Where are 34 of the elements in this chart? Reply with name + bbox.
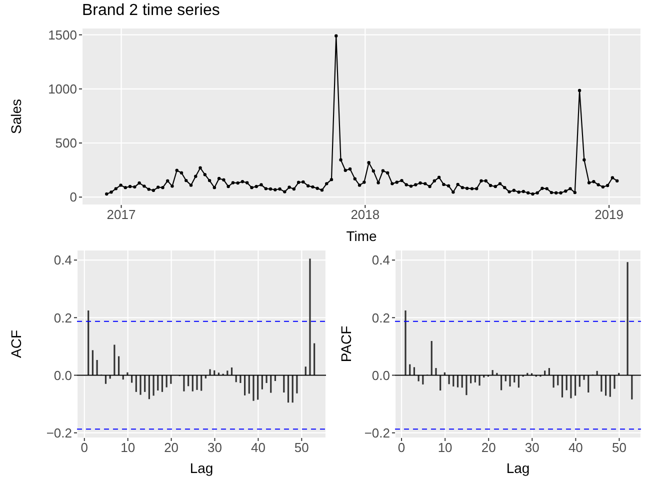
x-tick-label: 30 (524, 440, 540, 456)
x-tick-label: 50 (612, 440, 626, 456)
x-tick-label: 20 (164, 440, 179, 456)
y-tick-label: 1500 (48, 27, 77, 42)
x-axis-title: Time (346, 228, 378, 244)
y-axis-title: Sales (8, 98, 24, 134)
y-tick-label: 500 (55, 136, 77, 151)
y-tick-label: −0.2 (46, 425, 72, 440)
x-tick-label: 2019 (594, 207, 624, 222)
x-tick-label: 10 (120, 440, 136, 456)
y-tick-label: 0.2 (372, 310, 390, 326)
x-tick-label: 10 (438, 440, 452, 456)
x-axis-title: Lag (190, 460, 214, 476)
chart-title: Brand 2 time series (82, 2, 220, 20)
y-tick-label: 0.4 (372, 252, 390, 268)
y-axis-title: PACF (338, 326, 354, 362)
x-axis-title: Lag (506, 460, 530, 476)
y-tick-label: 0.4 (54, 252, 72, 268)
x-tick-label: 2017 (106, 207, 136, 222)
x-tick-label: 30 (208, 440, 222, 456)
x-tick-label: 20 (481, 440, 496, 456)
x-tick-label: 40 (568, 440, 583, 456)
x-tick-label: 0 (80, 440, 88, 456)
y-tick-label: 0.0 (54, 368, 72, 383)
x-tick-label: 40 (250, 440, 266, 456)
x-tick-label: 0 (398, 440, 406, 456)
x-tick-label: 2018 (350, 207, 380, 222)
x-tick-label: 50 (294, 440, 309, 456)
y-tick-label: 0.0 (372, 368, 390, 383)
y-tick-label: −0.2 (364, 425, 390, 440)
y-tick-label: 1000 (48, 82, 77, 97)
y-tick-label: 0 (70, 190, 77, 205)
y-axis-title: ACF (8, 330, 24, 358)
y-tick-label: 0.2 (54, 310, 72, 326)
